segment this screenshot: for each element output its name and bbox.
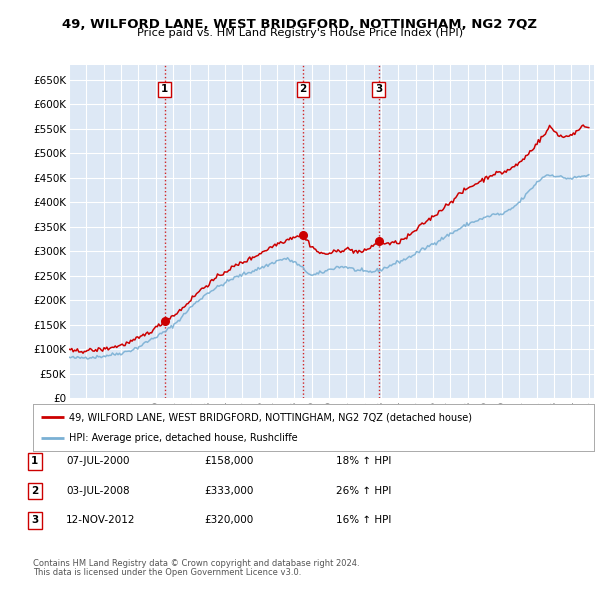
Text: 3: 3 xyxy=(375,84,382,94)
Text: £320,000: £320,000 xyxy=(204,516,253,525)
Text: £333,000: £333,000 xyxy=(204,486,253,496)
Text: Contains HM Land Registry data © Crown copyright and database right 2024.: Contains HM Land Registry data © Crown c… xyxy=(33,559,359,568)
Text: 2: 2 xyxy=(31,486,38,496)
Text: 3: 3 xyxy=(31,516,38,525)
Text: 2: 2 xyxy=(299,84,307,94)
Text: 49, WILFORD LANE, WEST BRIDGFORD, NOTTINGHAM, NG2 7QZ: 49, WILFORD LANE, WEST BRIDGFORD, NOTTIN… xyxy=(62,18,538,31)
Text: 03-JUL-2008: 03-JUL-2008 xyxy=(66,486,130,496)
Text: 07-JUL-2000: 07-JUL-2000 xyxy=(66,457,130,466)
Text: This data is licensed under the Open Government Licence v3.0.: This data is licensed under the Open Gov… xyxy=(33,568,301,577)
Text: 26% ↑ HPI: 26% ↑ HPI xyxy=(336,486,391,496)
Text: Price paid vs. HM Land Registry's House Price Index (HPI): Price paid vs. HM Land Registry's House … xyxy=(137,28,463,38)
Text: 16% ↑ HPI: 16% ↑ HPI xyxy=(336,516,391,525)
Text: 1: 1 xyxy=(161,84,168,94)
Text: 49, WILFORD LANE, WEST BRIDGFORD, NOTTINGHAM, NG2 7QZ (detached house): 49, WILFORD LANE, WEST BRIDGFORD, NOTTIN… xyxy=(70,412,472,422)
Text: 1: 1 xyxy=(31,457,38,466)
Text: 18% ↑ HPI: 18% ↑ HPI xyxy=(336,457,391,466)
Text: £158,000: £158,000 xyxy=(204,457,253,466)
Text: HPI: Average price, detached house, Rushcliffe: HPI: Average price, detached house, Rush… xyxy=(70,433,298,443)
Text: 12-NOV-2012: 12-NOV-2012 xyxy=(66,516,136,525)
